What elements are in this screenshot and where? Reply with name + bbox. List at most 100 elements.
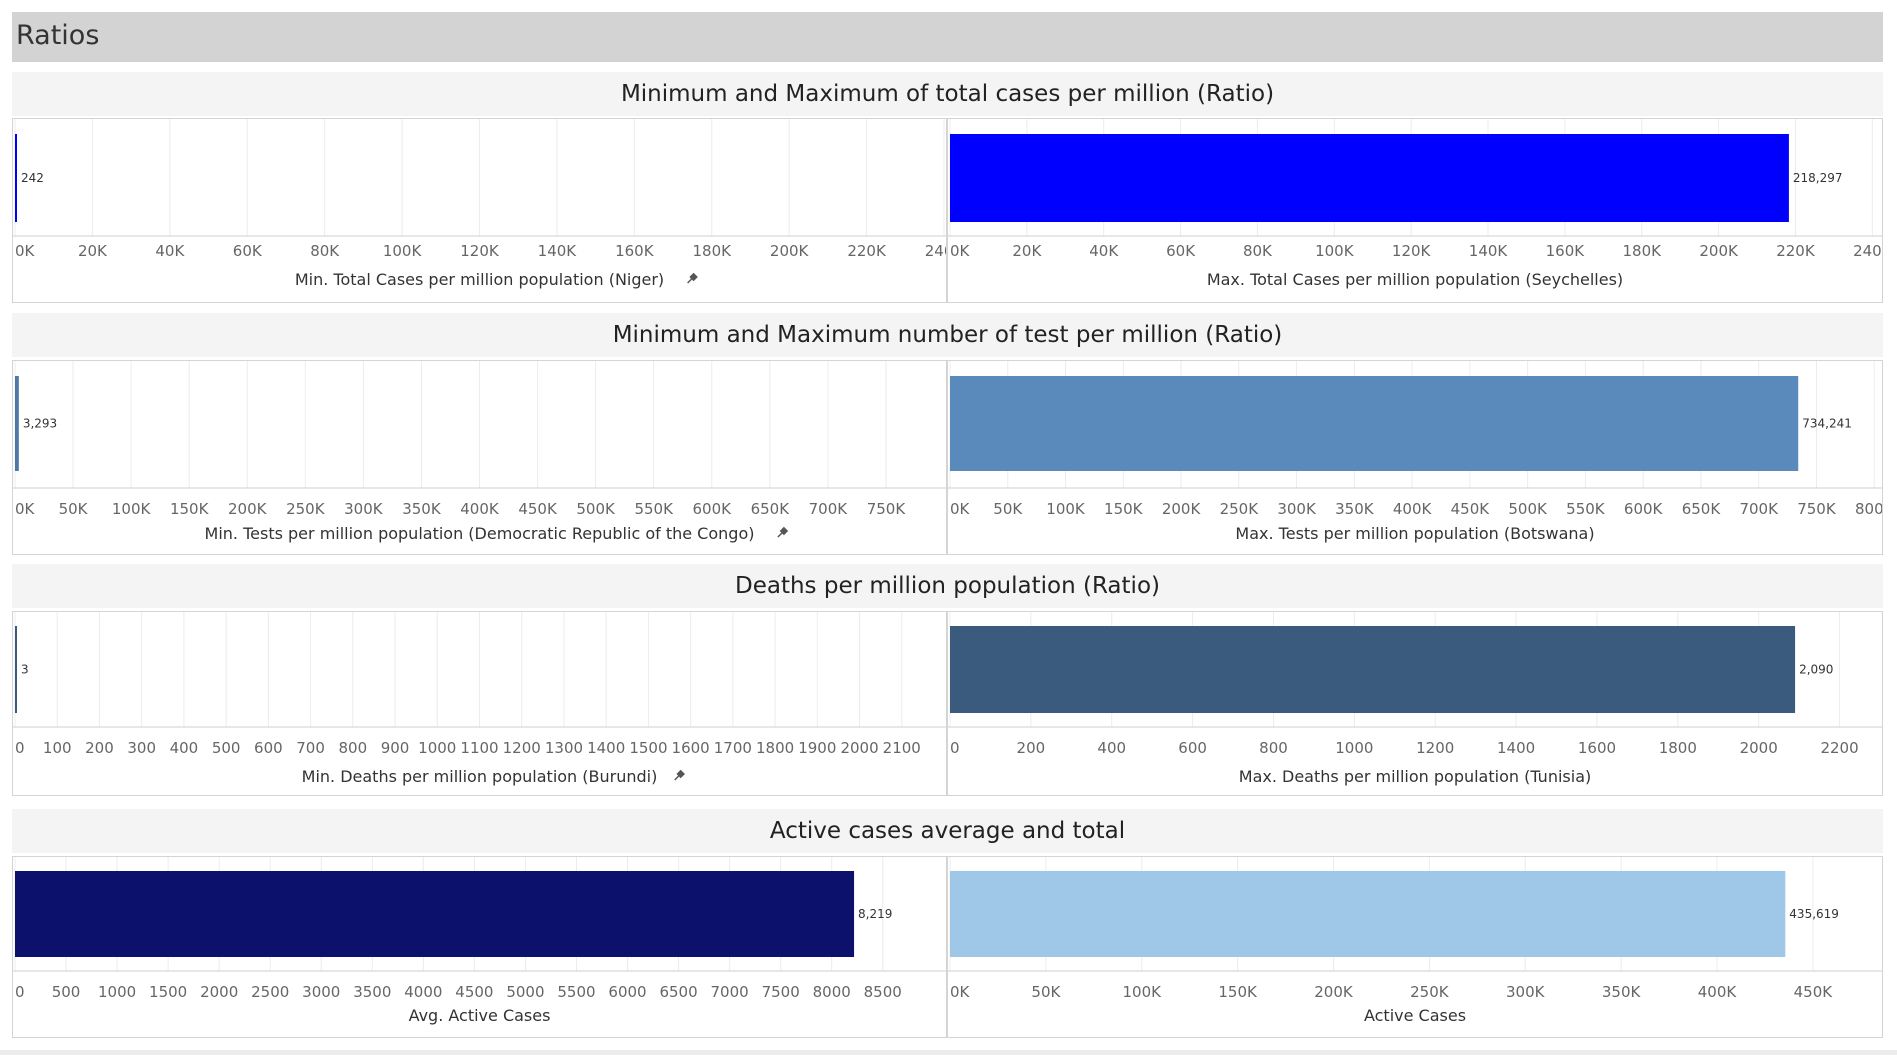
chart-active-cases[interactable]: 435,619 0K 50K 100K 150K 200K 250K 300K 350K 400K… — [947, 856, 1883, 1038]
tick-label: 400K — [1393, 500, 1433, 518]
tick-label: 40K — [1089, 242, 1119, 260]
axis-title: Max. Deaths per million population (Tuni… — [1239, 767, 1591, 786]
tick-label: 100K — [1315, 242, 1355, 260]
pin-icon-needle — [687, 278, 693, 284]
chart-svg[interactable]: 435,619 0K 50K 100K 150K 200K 250K 300K 350K 400K… — [948, 857, 1882, 1037]
bar-value-label: 8,219 — [858, 907, 892, 921]
chart-min-total-cases[interactable]: 242 0K 20K 40K 60K 80K 100K 120K 140K 160K 180K 200… — [12, 118, 947, 303]
tick-label: 200K — [1699, 242, 1739, 260]
tick-label: 1800 — [756, 739, 794, 757]
tick-label: 120K — [1392, 242, 1432, 260]
chart-svg[interactable]: 3 0 100 200 300 400 500 600 700 800 900 1000 1100 120… — [13, 612, 946, 795]
chart-svg[interactable]: 242 0K 20K 40K 60K 80K 100K 120K 140K 160K 180K 200… — [13, 119, 946, 302]
tick-label: 1700 — [714, 739, 752, 757]
tick-label: 120K — [460, 242, 500, 260]
tick-label: 6000 — [608, 983, 646, 1001]
tick-label: 1300 — [545, 739, 583, 757]
tick-label: 200K — [1162, 500, 1202, 518]
chart-svg[interactable]: 734,241 0K 50K 100K 150K 200K 250K 300K 350K 400K… — [948, 361, 1882, 554]
chart-svg[interactable]: 2,090 0 200 400 600 800 1000 1200 1400 1600 1800 20… — [948, 612, 1882, 795]
tick-label: 100K — [1123, 983, 1163, 1001]
bar-value-label: 3,293 — [23, 417, 57, 431]
tick-label: 60K — [233, 242, 263, 260]
tick-label: 250K — [1220, 500, 1260, 518]
chart-max-total-cases[interactable]: 218,297 0K 20K 40K 60K 80K 100K 120K 140K 160K 180… — [947, 118, 1883, 303]
tick-label: 3500 — [353, 983, 391, 1001]
tick-label: 600 — [1178, 739, 1207, 757]
chart-svg[interactable]: 8,219 0 500 1000 1500 2000 2500 3000 3500 4000 450… — [13, 857, 946, 1037]
tick-label: 5500 — [557, 983, 595, 1001]
tick-label: 350K — [402, 500, 442, 518]
tick-label: 500 — [52, 983, 81, 1001]
section-title-deaths: Deaths per million population (Ratio) — [12, 564, 1883, 608]
tick-label: 450K — [1451, 500, 1491, 518]
section-title-total-cases: Minimum and Maximum of total cases per m… — [12, 72, 1883, 116]
tick-label: 350K — [1335, 500, 1375, 518]
tick-label: 200 — [1017, 739, 1046, 757]
tick-label: 50K — [59, 500, 89, 518]
bar — [950, 376, 1799, 471]
chart-min-deaths[interactable]: 3 0 100 200 300 400 500 600 700 800 900 1000 1100 120… — [12, 611, 947, 796]
tick-label: 60K — [1166, 242, 1196, 260]
tick-label: 180K — [693, 242, 733, 260]
dashboard-header: Ratios — [12, 12, 1883, 62]
tick-label: 350K — [1602, 983, 1642, 1001]
pin-icon-needle — [777, 532, 783, 538]
tick-label: 1200 — [1416, 739, 1454, 757]
tick-label: 2000 — [840, 739, 878, 757]
tick-label: 500K — [1508, 500, 1548, 518]
tick-label: 1000 — [1335, 739, 1373, 757]
bar — [15, 134, 17, 222]
chart-max-deaths[interactable]: 2,090 0 200 400 600 800 1000 1200 1400 1600 1800 20… — [947, 611, 1883, 796]
tick-label: 1600 — [1578, 739, 1616, 757]
tick-label: 200K — [228, 500, 268, 518]
tick-label: 1500 — [629, 739, 667, 757]
tick-label: 1600 — [672, 739, 710, 757]
tick-label: 1100 — [460, 739, 498, 757]
tick-label: 300K — [1277, 500, 1317, 518]
tick-label: 1000 — [98, 983, 136, 1001]
tick-label: 450K — [1794, 983, 1834, 1001]
chart-svg[interactable]: 3,293 0K 50K 100K 150K 200K 250K 300K 350K 400K 45… — [13, 361, 946, 554]
tick-label: 750K — [867, 500, 907, 518]
tick-label: 7500 — [762, 983, 800, 1001]
chart-avg-active-cases[interactable]: 8,219 0 500 1000 1500 2000 2500 3000 3500 4000 450… — [12, 856, 947, 1038]
tick-label: 1900 — [798, 739, 836, 757]
section-title-tests: Minimum and Maximum number of test per m… — [12, 313, 1883, 357]
tick-label: 4500 — [455, 983, 493, 1001]
tick-label: 800K — [1855, 500, 1882, 518]
tick-label: 600K — [1624, 500, 1664, 518]
tick-label: 700 — [296, 739, 325, 757]
tick-label: 2000 — [200, 983, 238, 1001]
bar-value-label: 2,090 — [1799, 663, 1833, 677]
bar-value-label: 3 — [21, 663, 29, 677]
bar-value-label: 435,619 — [1789, 907, 1839, 921]
tick-label: 650K — [1682, 500, 1722, 518]
tick-label: 100K — [112, 500, 152, 518]
tick-label: 20K — [1012, 242, 1042, 260]
tick-label: 700K — [809, 500, 849, 518]
chart-svg[interactable]: 218,297 0K 20K 40K 60K 80K 100K 120K 140K 160K 180… — [948, 119, 1882, 302]
axis-title: Min. Tests per million population (Democ… — [205, 524, 755, 543]
tick-label: 0K — [950, 500, 971, 518]
tick-label: 1000 — [418, 739, 456, 757]
tick-label: 240K — [925, 242, 946, 260]
chart-min-tests[interactable]: 3,293 0K 50K 100K 150K 200K 250K 300K 350K 400K 45… — [12, 360, 947, 555]
bar — [15, 376, 19, 471]
tick-label: 140K — [538, 242, 578, 260]
chart-max-tests[interactable]: 734,241 0K 50K 100K 150K 200K 250K 300K 350K 400K… — [947, 360, 1883, 555]
tick-label: 250K — [286, 500, 326, 518]
tick-label: 5000 — [506, 983, 544, 1001]
axis-title: Max. Tests per million population (Botsw… — [1235, 524, 1594, 543]
tick-label: 180K — [1623, 242, 1663, 260]
tick-label: 50K — [1031, 983, 1061, 1001]
tick-label: 40K — [155, 242, 185, 260]
tick-label: 0K — [15, 500, 36, 518]
tick-label: 400 — [170, 739, 199, 757]
tick-label: 450K — [518, 500, 558, 518]
scroll-strip — [0, 1050, 1897, 1055]
bar-value-label: 734,241 — [1802, 417, 1852, 431]
pin-icon — [674, 769, 685, 781]
tick-label: 3000 — [302, 983, 340, 1001]
tick-label: 4000 — [404, 983, 442, 1001]
